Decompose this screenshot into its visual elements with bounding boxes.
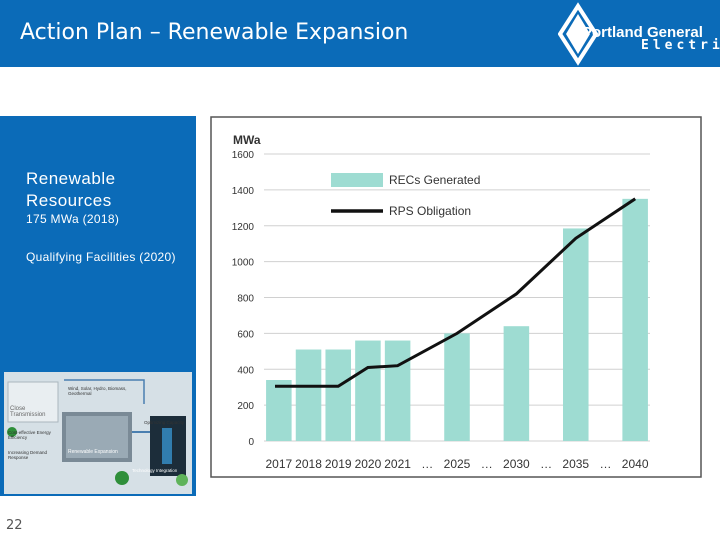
bar-recs-2019 [325,349,351,441]
legend-label-recs: RECs Generated [389,173,480,187]
x-tick-label: 2019 [325,457,352,471]
slide-title: Action Plan – Renewable Expansion [20,20,409,45]
y-tick-label: 1600 [232,150,255,161]
y-axis-label: MWa [233,133,261,147]
panel-line-qualifying-facilities: Qualifying Facilities (2020) [26,250,176,264]
legend-swatch-recs [331,173,383,187]
logo-text-electric: Electric [641,38,720,53]
x-axis-ellipsis: … [540,457,552,471]
logo-text-portland-general: Portland General [582,24,703,41]
y-tick-label: 600 [237,329,254,340]
x-axis-ellipsis: … [421,457,433,471]
slide-header: Action Plan – Renewable Expansion [0,0,720,67]
diagram-label-efficiency: Cost-effective Energy Efficiency [8,430,51,440]
panel-heading: Renewable Resources [26,169,116,210]
diagram-label-close-transmission: Close Transmission [10,406,46,418]
pge-logo [558,2,599,66]
y-tick-label: 1200 [232,222,255,233]
bar-recs-2021 [384,340,411,441]
y-tick-label: 800 [237,294,254,305]
panel-line-renewables: 175 MWa (2018) [26,212,120,226]
y-tick-label: 1400 [232,186,255,197]
y-tick-label: 1000 [232,258,255,269]
y-tick-label: 200 [237,401,254,412]
y-tick-label: 0 [248,437,254,448]
chart-frame: MWa 0 200 400 600 800 1000 1200 1400 1600 2017 20… [210,116,702,478]
diagram-label-top: Wind, Solar, Hydro, Biomass, Geothermal [68,386,127,396]
x-tick-label: 2021 [384,457,411,471]
diagram-label-demand-response: Increasing Demand Response [8,450,48,460]
bar-recs-2030 [503,326,530,441]
diagram-label-renewable-expansion: Renewable Expansion [68,449,118,455]
bar-recs-2018 [295,349,322,441]
y-tick-label: 400 [237,365,254,376]
x-axis-ellipsis: … [599,457,611,471]
x-tick-label: 2035 [562,457,589,471]
bar-recs-2025 [444,333,470,441]
x-tick-label: 2020 [355,457,382,471]
x-axis-ellipsis: … [481,457,493,471]
bar-recs-2020 [355,340,381,441]
x-tick-label: 2025 [444,457,471,471]
resource-diagram: Wind, Solar, Hydro, Biomass, Geothermal … [4,372,192,494]
rps-obligation-line [275,197,637,388]
x-tick-label: 2017 [265,457,292,471]
legend-label-rps: RPS Obligation [389,204,471,218]
diagram-label-technology: Technology Integration [132,468,178,473]
bar-recs-2040 [622,198,648,441]
diagram-label-optimizing-capacity: Optimizing Capacity [144,420,185,425]
x-tick-label: 2040 [622,457,649,471]
page-number: 22 [6,518,23,533]
bar-recs-2017 [266,380,292,441]
bar-recs-2035 [563,228,589,441]
x-tick-label: 2030 [503,457,530,471]
x-tick-label: 2018 [295,457,322,471]
